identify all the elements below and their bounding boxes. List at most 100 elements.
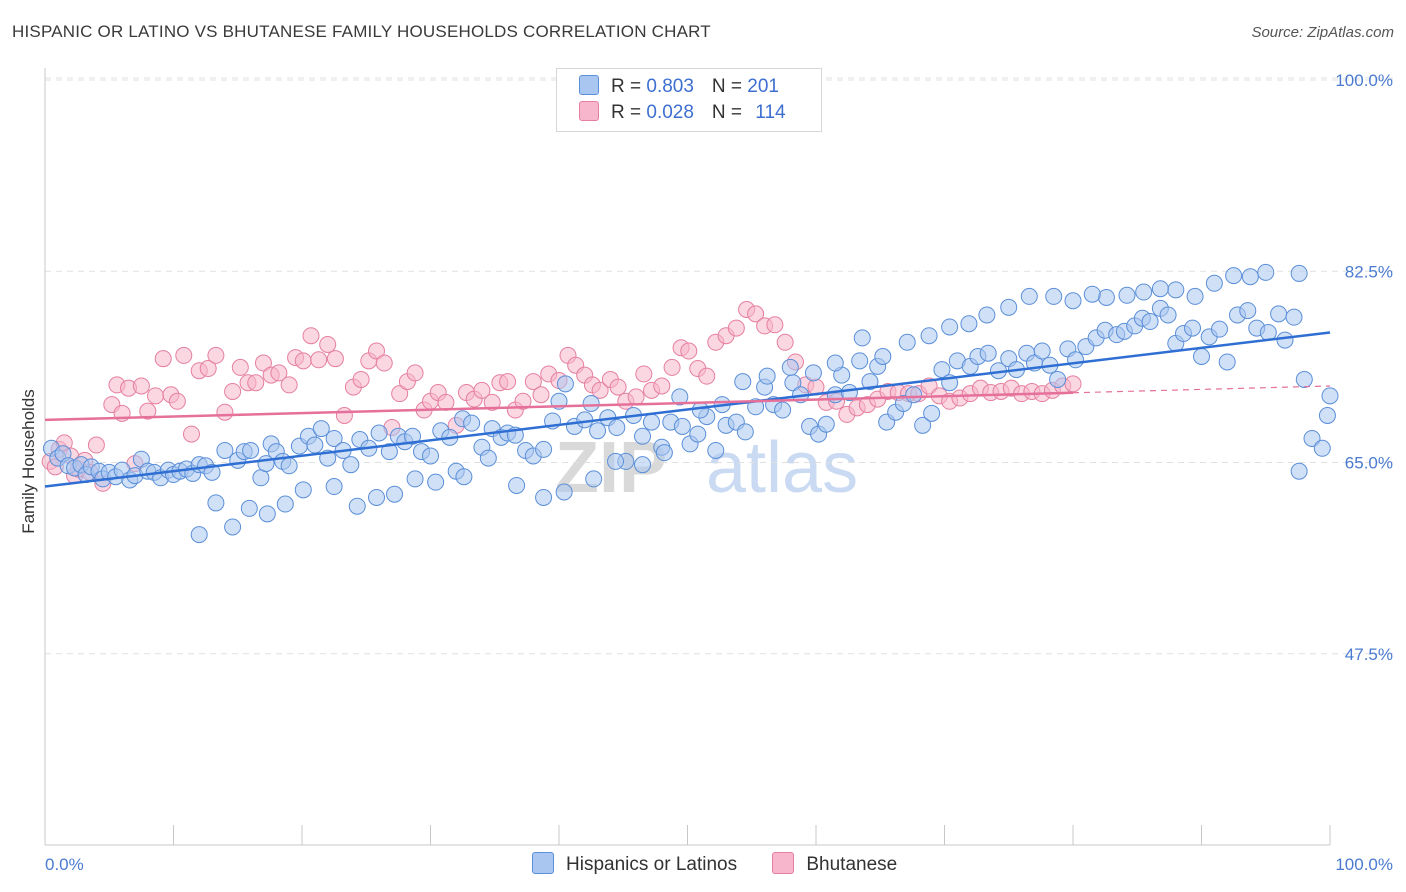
- hispanic-point: [242, 441, 260, 459]
- hispanic-point: [853, 329, 871, 347]
- bhutanese-point: [653, 377, 671, 395]
- bhutanese-point: [182, 425, 200, 443]
- hispanic-point: [655, 444, 673, 462]
- bhutanese-point: [375, 354, 393, 372]
- bhutanese-point: [319, 335, 337, 353]
- bhutanese-point: [270, 364, 288, 382]
- hispanic-point: [1083, 285, 1101, 303]
- hispanic-point: [1318, 407, 1336, 425]
- hispanic-point: [224, 518, 242, 536]
- hispanic-point: [874, 347, 892, 365]
- hispanic-point: [960, 315, 978, 333]
- hispanic-point: [406, 470, 424, 488]
- hispanic-point: [1321, 387, 1339, 405]
- hispanic-point: [252, 469, 270, 487]
- y-tick-label: 82.5%: [1345, 262, 1393, 281]
- watermark-atlas: atlas: [706, 428, 858, 508]
- hispanic-point: [978, 306, 996, 324]
- bhutanese-point: [139, 402, 157, 420]
- bhutanese-point: [254, 354, 272, 372]
- hispanic-point: [851, 352, 869, 370]
- y-tick-label: 47.5%: [1345, 645, 1393, 664]
- bhutanese-point: [532, 386, 550, 404]
- legend-r-value-blue: 0.803: [646, 76, 694, 97]
- trend-lines: [44, 331, 1331, 488]
- hispanic-point: [643, 413, 661, 431]
- hispanic-point: [207, 494, 225, 512]
- bhutanese-point: [168, 392, 186, 410]
- hispanic-point: [1097, 288, 1115, 306]
- hispanic-point: [634, 456, 652, 474]
- hispanic-point: [455, 468, 473, 486]
- hispanic-point: [404, 427, 422, 445]
- series-legend: Hispanics or Latinos Bhutanese: [532, 852, 927, 876]
- bhutanese-point: [368, 342, 386, 360]
- hispanic-point: [941, 318, 959, 336]
- hispanic-point: [312, 420, 330, 438]
- hispanic-point: [673, 417, 691, 435]
- bhutanese-point: [514, 392, 532, 410]
- hispanic-point: [1159, 306, 1177, 324]
- hispanic-point: [294, 481, 312, 499]
- bhutanese-point: [473, 381, 491, 399]
- y-axis-title: Family Households: [19, 389, 38, 534]
- hispanic-point: [1218, 353, 1236, 371]
- hispanic-point: [1064, 292, 1082, 310]
- hispanic-point: [535, 488, 553, 506]
- legend-item-hispanics[interactable]: Hispanics or Latinos: [532, 852, 737, 876]
- legend-row-pink: R = 0.028 N = 114: [579, 101, 786, 127]
- legend-label-hispanics: Hispanics or Latinos: [566, 854, 738, 875]
- hispanic-point: [1205, 274, 1223, 292]
- hispanic-point: [1239, 302, 1257, 320]
- hispanic-point: [1049, 370, 1067, 388]
- hispanic-point: [306, 436, 324, 454]
- bhutanese-point: [406, 364, 424, 382]
- bhutanese-point: [224, 382, 242, 400]
- hispanic-point: [276, 495, 294, 513]
- bhutanese-point: [247, 374, 265, 392]
- hispanic-point: [1045, 287, 1063, 305]
- y-tick-label: 100.0%: [1335, 71, 1393, 90]
- legend-item-bhutanese[interactable]: Bhutanese: [772, 852, 897, 876]
- bhutanese-point: [310, 351, 328, 369]
- bhutanese-trend-extension: [1072, 385, 1331, 394]
- hispanic-point: [1193, 347, 1210, 365]
- bhutanese-point: [609, 378, 627, 396]
- bhutanese-point: [216, 403, 234, 421]
- hispanic-point: [608, 419, 626, 437]
- bhutanese-point: [1064, 375, 1082, 393]
- bhutanese-point: [635, 365, 653, 383]
- hispanic-point: [576, 411, 594, 429]
- hispanic-point: [1290, 462, 1308, 480]
- hispanic-point: [370, 424, 388, 442]
- hispanic-point: [422, 447, 439, 465]
- source-note: Source: ZipAtlas.com: [1251, 24, 1394, 41]
- bhutanese-point: [199, 360, 217, 378]
- bhutanese-point: [766, 316, 784, 334]
- bhutanese-point: [391, 385, 409, 403]
- legend-swatch-pink: [579, 101, 599, 121]
- hispanic-point: [1285, 308, 1303, 326]
- bhutanese-point: [499, 373, 517, 391]
- y-tick-label: 65.0%: [1345, 454, 1393, 473]
- hispanic-point: [258, 505, 276, 523]
- hispanic-trend-line: [44, 331, 1331, 488]
- hispanic-point: [781, 358, 799, 376]
- hispanic-point: [463, 414, 481, 432]
- bhutanese-point: [132, 377, 150, 395]
- chart-title: HISPANIC OR LATINO VS BHUTANESE FAMILY H…: [12, 22, 711, 41]
- bhutanese-point: [175, 346, 193, 364]
- bhutanese-point: [280, 376, 298, 394]
- legend-r-value-pink: 0.028: [646, 102, 694, 123]
- bhutanese-point: [524, 373, 542, 391]
- hispanic-point: [634, 427, 652, 445]
- bhutanese-point: [727, 319, 745, 337]
- bhutanese-point: [302, 327, 320, 345]
- hispanic-point: [589, 422, 607, 440]
- hispanic-point: [240, 499, 258, 517]
- hispanic-point: [861, 373, 879, 391]
- hispanic-point: [280, 457, 298, 475]
- hispanic-point: [898, 333, 916, 351]
- hispanic-point: [427, 473, 445, 491]
